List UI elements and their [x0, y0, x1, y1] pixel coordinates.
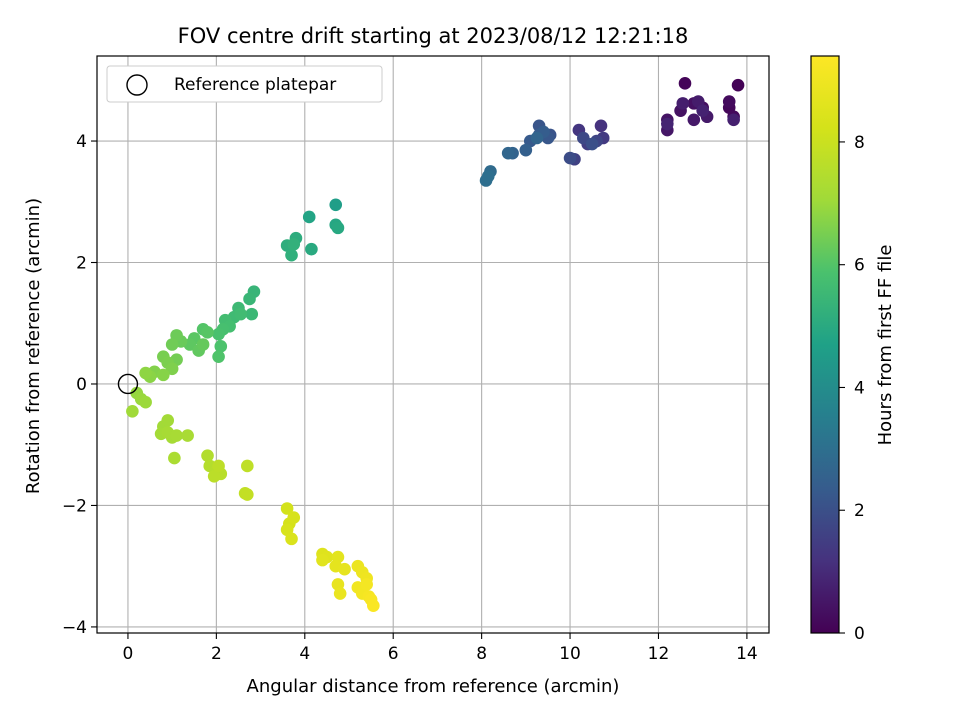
- data-point: [481, 169, 495, 183]
- axis-ticks: 0 2 4 6 8 10 12 14 −4 −2 0 2 4: [62, 132, 758, 664]
- x-tick-label: 0: [123, 644, 134, 664]
- data-point: [329, 198, 343, 212]
- colorbar-tick-label: 0: [854, 624, 865, 644]
- data-point: [316, 553, 329, 567]
- x-tick-label: 10: [559, 644, 581, 664]
- data-point: [501, 146, 515, 160]
- data-point: [139, 366, 152, 380]
- data-point: [245, 307, 259, 321]
- data-point: [241, 488, 254, 501]
- data-point: [585, 137, 599, 151]
- data-point: [126, 405, 139, 418]
- data-point: [676, 97, 690, 110]
- data-point: [285, 532, 298, 546]
- data-point: [360, 578, 373, 591]
- colorbar-tick-label: 6: [854, 256, 865, 276]
- reference-platepar-marker: [117, 373, 139, 395]
- legend-marker-open-circle: [126, 74, 148, 96]
- data-point: [287, 237, 301, 251]
- colorbar-tick-label: 8: [854, 133, 865, 153]
- y-tick-label: 0: [76, 375, 87, 395]
- colorbar-gradient: [810, 55, 840, 634]
- data-point: [661, 117, 674, 131]
- y-tick-label: 4: [76, 132, 87, 152]
- x-tick-label: 2: [211, 644, 222, 664]
- data-point: [168, 451, 181, 465]
- legend-label-reference-platepar: Reference platepar: [174, 75, 336, 95]
- data-point: [212, 350, 225, 363]
- data-point: [207, 469, 221, 483]
- colorbar-label: Hours from first FF file: [875, 245, 896, 446]
- data-point: [214, 340, 228, 353]
- data-point: [305, 242, 318, 256]
- data-point: [212, 459, 225, 473]
- data-point: [161, 414, 175, 427]
- data-point: [696, 104, 709, 117]
- data-point: [333, 587, 347, 600]
- data-point: [563, 151, 577, 165]
- x-tick-label: 6: [388, 644, 399, 664]
- data-point: [331, 221, 345, 235]
- data-point: [722, 95, 736, 108]
- data-point: [287, 511, 301, 524]
- y-tick-label: 2: [76, 254, 87, 274]
- data-point: [201, 449, 214, 462]
- data-point: [181, 429, 194, 442]
- y-tick-label: −2: [62, 496, 87, 516]
- chart-title: FOV centre drift starting at 2023/08/12 …: [178, 24, 689, 48]
- data-point: [243, 292, 256, 306]
- colorbar-tick-label: 4: [854, 378, 865, 398]
- data-point: [201, 326, 214, 339]
- data-point: [170, 429, 183, 442]
- data-point: [285, 248, 298, 262]
- colorbar-tick-label: 2: [854, 501, 865, 521]
- y-tick-label: −4: [62, 618, 87, 638]
- plot-frame: [96, 55, 770, 634]
- x-tick-label: 8: [476, 644, 487, 664]
- data-point: [157, 368, 170, 382]
- data-point: [338, 562, 351, 576]
- x-axis-label: Angular distance from reference (arcmin): [247, 676, 620, 697]
- colorbar: 0 2 4 6 8 Hours from first FF file: [810, 55, 896, 644]
- legend: Reference platepar: [106, 65, 383, 103]
- x-tick-label: 12: [648, 644, 670, 664]
- data-point: [241, 459, 254, 473]
- data-point: [678, 77, 692, 90]
- data-point: [731, 78, 745, 92]
- data-point: [594, 119, 608, 133]
- data-points: [126, 77, 745, 612]
- data-point: [139, 395, 152, 409]
- data-point: [302, 210, 316, 224]
- data-point: [212, 327, 225, 341]
- data-point: [367, 599, 380, 612]
- data-point: [727, 113, 740, 127]
- plot-area: [96, 55, 770, 634]
- data-point: [234, 307, 247, 321]
- data-point: [687, 113, 701, 127]
- x-tick-label: 14: [736, 644, 758, 664]
- data-point: [530, 131, 544, 145]
- data-point: [165, 362, 179, 376]
- data-point: [519, 143, 533, 157]
- data-point: [196, 338, 210, 351]
- data-point: [577, 131, 590, 145]
- legend-box: [106, 65, 383, 103]
- x-tick-label: 4: [299, 644, 310, 664]
- reference-marker-layer: [117, 373, 139, 395]
- colorbar-ticks: 0 2 4 6 8: [839, 133, 865, 644]
- data-point: [165, 338, 179, 351]
- data-point: [280, 502, 294, 515]
- y-axis-label: Rotation from reference (arcmin): [23, 198, 44, 494]
